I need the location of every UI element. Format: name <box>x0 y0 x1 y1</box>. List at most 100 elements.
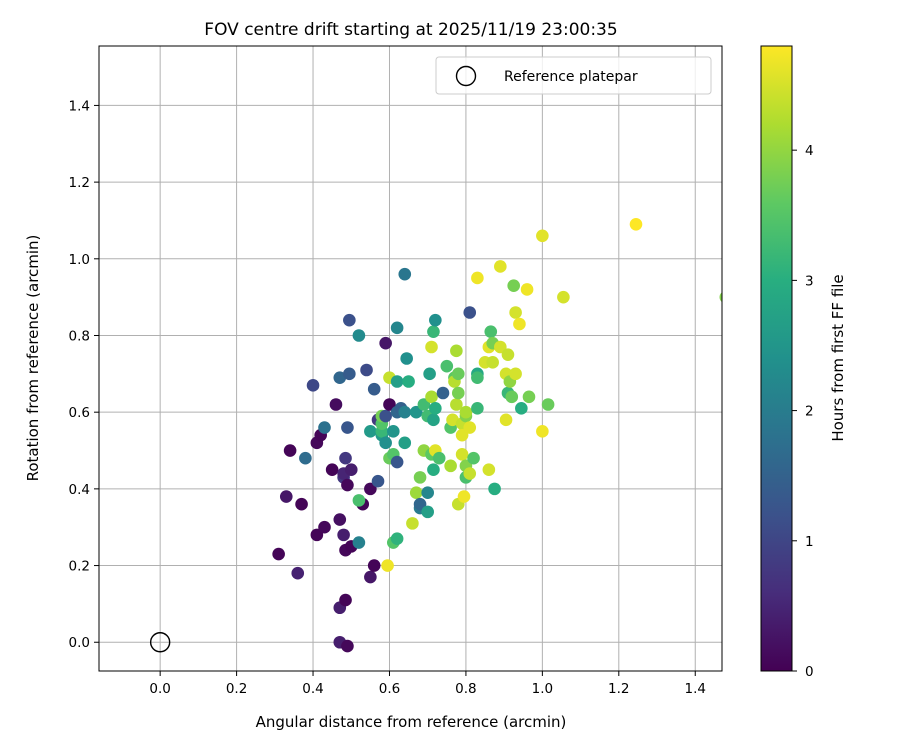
legend-box <box>435 56 712 95</box>
x-axis-label: Angular distance from reference (arcmin) <box>256 713 567 731</box>
data-point <box>541 398 555 411</box>
data-point <box>341 639 354 653</box>
data-point <box>536 425 549 438</box>
data-point <box>429 402 442 415</box>
data-point <box>341 478 354 492</box>
data-point <box>455 448 469 461</box>
data-point <box>379 409 392 423</box>
data-point <box>463 306 477 319</box>
colorbar-tick-label: 4 <box>805 143 814 159</box>
data-point <box>436 386 450 400</box>
data-point <box>390 455 404 469</box>
data-point <box>463 421 477 434</box>
data-point <box>306 379 320 392</box>
data-point <box>299 451 312 465</box>
data-point <box>417 398 431 411</box>
data-point <box>444 459 457 473</box>
colorbar-tick-label: 2 <box>805 404 814 420</box>
data-point <box>272 547 285 561</box>
y-axis-label: Rotation from reference (arcmin) <box>24 235 42 482</box>
data-point <box>427 463 440 476</box>
data-point <box>333 513 347 526</box>
data-point <box>341 421 354 434</box>
data-point <box>719 292 722 303</box>
data-point <box>364 482 377 496</box>
x-tick-label: 1.2 <box>608 681 629 697</box>
data-point <box>339 593 352 607</box>
x-tick-label: 0.2 <box>226 681 247 697</box>
data-point <box>325 463 339 476</box>
data-point <box>509 367 522 381</box>
data-point <box>557 290 570 304</box>
data-point <box>387 425 400 438</box>
data-point <box>427 413 440 427</box>
data-point <box>398 405 412 419</box>
data-point <box>440 359 454 373</box>
scatter-points <box>272 217 722 653</box>
colorbar-tick-label: 1 <box>805 534 814 550</box>
data-point <box>451 386 465 400</box>
data-point <box>501 348 515 361</box>
data-point <box>515 402 528 415</box>
x-tick-label: 0.6 <box>379 681 400 697</box>
data-point <box>379 436 392 450</box>
data-point <box>629 217 643 231</box>
data-point <box>499 413 513 427</box>
colorbar-tick-label: 3 <box>805 273 814 289</box>
data-point <box>310 528 324 542</box>
data-point <box>409 405 423 419</box>
data-point <box>352 536 366 549</box>
data-point <box>413 471 427 484</box>
grid <box>99 46 722 671</box>
reference-platepar-marker <box>149 632 171 653</box>
x-tick-label: 0.8 <box>455 681 476 697</box>
data-point <box>463 467 477 480</box>
data-point <box>339 451 352 465</box>
data-point <box>295 497 308 511</box>
data-point <box>381 559 394 572</box>
data-point <box>520 283 534 296</box>
data-point <box>432 451 446 465</box>
data-point <box>333 371 347 384</box>
data-point <box>409 486 423 500</box>
data-point <box>484 325 498 338</box>
data-point <box>364 425 377 438</box>
data-point <box>390 532 404 546</box>
data-point <box>360 363 373 377</box>
data-point <box>522 390 536 404</box>
data-point <box>513 317 526 331</box>
data-point <box>425 340 438 354</box>
data-point <box>318 520 331 534</box>
data-point <box>507 279 520 292</box>
data-point <box>352 494 366 507</box>
x-ticks: 0.0 0.2 0.4 0.6 0.8 1.0 1.2 1.4 <box>149 671 706 697</box>
y-ticks: 0.0 0.2 0.4 0.6 0.8 1.0 1.2 1.4 <box>69 98 99 651</box>
data-point <box>329 398 343 411</box>
plot-frame <box>98 45 723 672</box>
colorbar-label: Hours from first FF file <box>829 274 847 441</box>
data-point <box>318 421 331 434</box>
x-tick-label: 0.0 <box>149 681 170 697</box>
data-point <box>450 344 463 358</box>
data-point <box>471 402 484 415</box>
y-tick-label: 0.8 <box>69 328 90 344</box>
data-point <box>383 398 396 411</box>
data-point <box>446 413 459 427</box>
data-point <box>455 428 469 442</box>
legend-marker-icon <box>455 65 477 87</box>
data-point <box>352 329 366 342</box>
data-point <box>283 444 297 457</box>
y-tick-label: 0.6 <box>69 405 90 421</box>
chart-title: FOV centre drift starting at 2025/11/19 … <box>204 20 617 40</box>
colorbar: 0 1 2 3 4 Hours from first FF file <box>760 45 847 680</box>
data-point <box>486 356 499 369</box>
data-point <box>471 271 484 285</box>
x-tick-label: 0.4 <box>302 681 323 697</box>
data-point <box>400 352 413 365</box>
legend: Reference platepar <box>435 56 712 95</box>
data-point <box>413 497 427 511</box>
data-point <box>494 340 507 354</box>
data-point <box>488 482 501 496</box>
data-point <box>429 313 442 327</box>
